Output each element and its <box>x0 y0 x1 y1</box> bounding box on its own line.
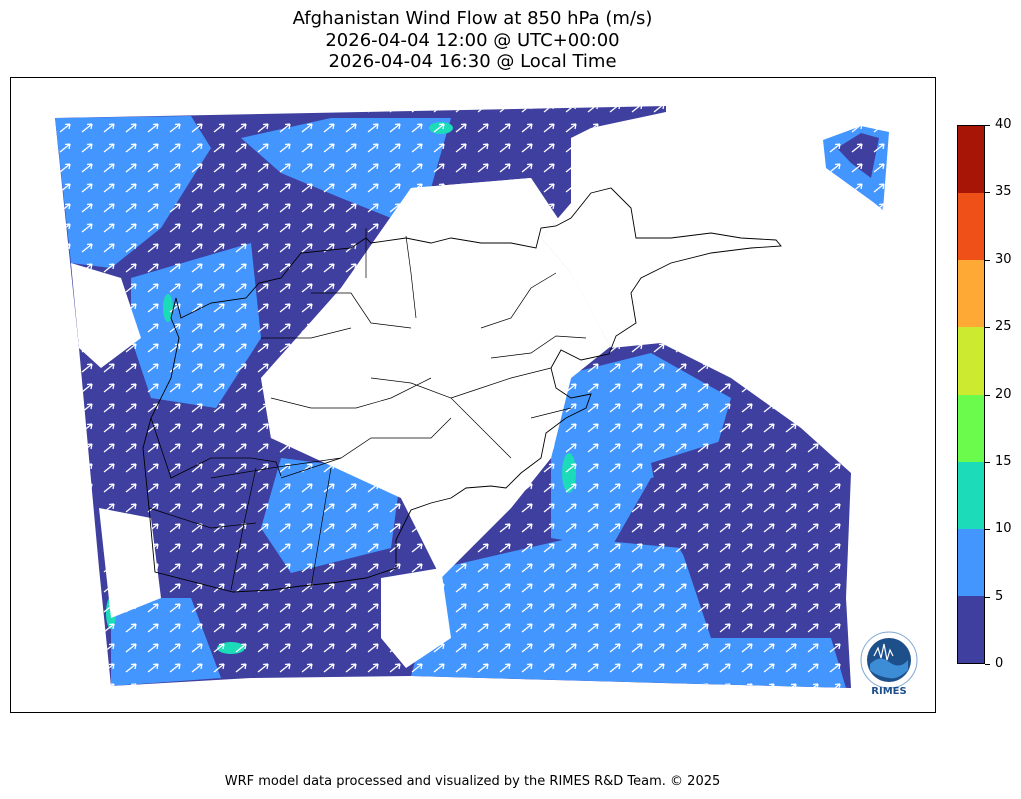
colorbar-tick-mark <box>985 327 990 328</box>
country-borders <box>142 187 782 593</box>
secondary-domain-arrows <box>823 126 889 210</box>
colorbar-tick-label: 5 <box>995 588 1004 604</box>
colorbar-tick-mark <box>985 664 990 665</box>
wind-speed-field <box>55 106 851 688</box>
footer-credit: WRF model data processed and visualized … <box>224 774 721 789</box>
colorbar <box>957 125 985 664</box>
colorbar-segment <box>958 394 984 462</box>
colorbar-tick-mark <box>985 192 990 193</box>
colorbar-tick-label: 20 <box>995 386 1012 402</box>
map-frame <box>10 77 936 713</box>
colorbar-tick-label: 30 <box>995 251 1012 267</box>
colorbar-tick-label: 40 <box>995 117 1012 132</box>
calm-area <box>571 112 671 333</box>
wind-map <box>55 106 889 688</box>
calm-area <box>261 178 621 578</box>
colorbar-tick-label: 10 <box>995 521 1012 537</box>
colorbar-tick-label: 0 <box>995 656 1004 671</box>
colorbar-tick-label: 15 <box>995 453 1012 469</box>
colorbar-segment <box>958 126 984 194</box>
colorbar-tick-mark <box>985 597 990 598</box>
globe-icon <box>860 631 918 689</box>
colorbar-tick-mark <box>985 125 990 126</box>
calm-area <box>571 112 671 333</box>
colorbar-segment <box>958 260 984 328</box>
colorbar-tick-label: 35 <box>995 184 1012 200</box>
colorbar-tick-mark <box>985 260 990 261</box>
map-title: Afghanistan Wind Flow at 850 hPa (m/s) <box>292 8 653 29</box>
local-time: 2026-04-04 16:30 @ Local Time <box>328 51 617 72</box>
colorbar-segment <box>958 461 984 529</box>
utc-time: 2026-04-04 12:00 @ UTC+00:00 <box>325 30 620 51</box>
logo-label: RIMES <box>871 686 907 697</box>
colorbar-segment <box>958 595 984 663</box>
colorbar-tick-mark <box>985 462 990 463</box>
colorbar-tick-label: 25 <box>995 319 1012 335</box>
colorbar-tick-mark <box>985 529 990 530</box>
rimes-logo: RIMES <box>856 630 922 700</box>
colorbar-segment <box>958 193 984 261</box>
colorbar-tick-mark <box>985 395 990 396</box>
colorbar-segment <box>958 327 984 395</box>
colorbar-segment <box>958 528 984 596</box>
